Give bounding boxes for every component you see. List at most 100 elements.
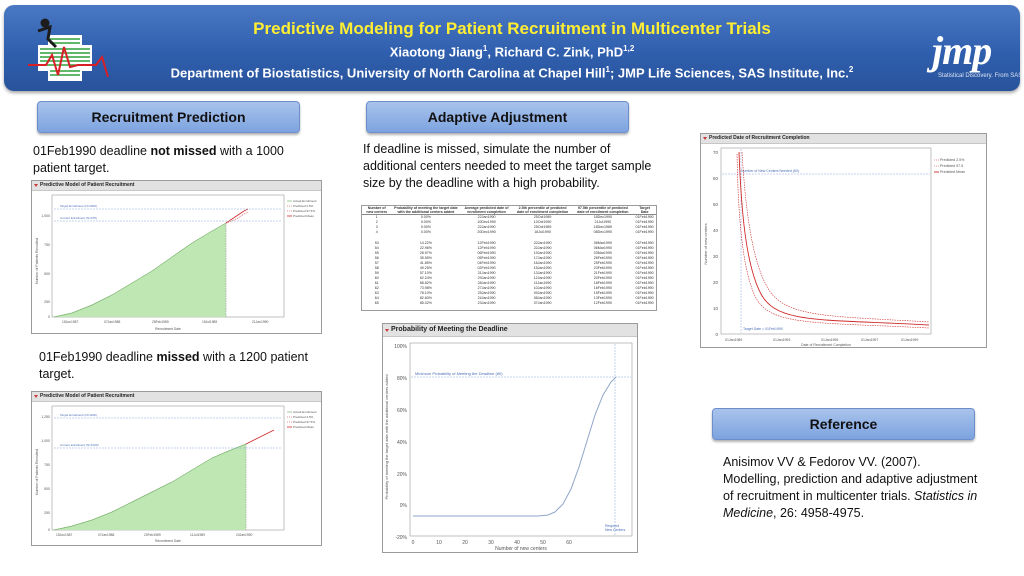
table-row: 53 14.22% 12Feb1990 22Jan1990 08Mar1990 01Feb…	[362, 241, 656, 246]
table-header-cell: 2.5th percentile of predicted date of en…	[512, 206, 573, 215]
svg-text:250: 250	[44, 511, 50, 515]
jmp-logo: jmp Statistical Discovery. From SAS.	[932, 27, 1024, 83]
table-cell: 01Feb1990	[635, 230, 654, 234]
svg-text:1,000: 1,000	[41, 439, 50, 443]
svg-text:Predicted Mean: Predicted Mean	[293, 214, 314, 218]
svg-text:01Jan1989: 01Jan1989	[725, 338, 742, 342]
table-cell: 22Jan1990	[477, 215, 496, 219]
table-cell: 41.85%	[419, 261, 433, 265]
poster-title: Predictive Modeling for Patient Recruitm…	[253, 19, 771, 38]
table-cell: 4	[375, 230, 378, 234]
section-recruitment-prediction[interactable]: Recruitment Prediction	[37, 101, 300, 133]
table-cell: 06Mar1990	[593, 246, 612, 250]
table-cell: 63	[374, 291, 379, 295]
svg-text:20Feb1989: 20Feb1989	[144, 533, 161, 537]
table-cell: 28.97%	[419, 251, 433, 255]
svg-text:Predicted 2.5%: Predicted 2.5%	[293, 204, 314, 208]
table-cell: 25Jan1990	[477, 291, 496, 295]
section-reference[interactable]: Reference	[712, 408, 975, 440]
table-cell: 35.55%	[419, 256, 433, 260]
table-row: 65 85.02% 23Jan1990 07Jan1990 12Feb1990 01Feb…	[362, 301, 656, 306]
table-row: 60 62.24% 29Jan1990 12Jan1990 20Feb1990 01Feb…	[362, 276, 656, 281]
table-cell: 22Jan1990	[533, 246, 552, 250]
table-cell: 01Feb1990	[635, 261, 654, 265]
table-cell: 01Feb1990	[635, 225, 654, 229]
table-cell: 01Feb1990	[635, 241, 654, 245]
table-row: 58 49.25% 02Feb1990 15Jan1990 23Feb1990 01Feb…	[362, 266, 656, 271]
table-header-cell: Number of new centers	[362, 206, 392, 215]
plot2-xlabel: Recruitment Date	[155, 539, 181, 543]
svg-text:50: 50	[540, 540, 546, 546]
table-cell: 01Feb1990	[635, 246, 654, 250]
table-cell: 57	[374, 261, 379, 265]
table-cell: 07Jan1990	[533, 301, 552, 305]
plot1-xtick: 21Jan1990	[252, 320, 268, 324]
table-cell: 20Dec1990	[477, 230, 496, 234]
plot1-target-label: Target Enrollment (N=1000)	[60, 204, 97, 208]
svg-text:40: 40	[713, 228, 719, 233]
table-cell: 1	[375, 215, 378, 219]
case2-text: 01Feb1990 deadline missed with a 1200 pa…	[39, 350, 308, 381]
svg-text:01Jan1999: 01Jan1999	[901, 338, 918, 342]
section-adaptive-adjustment[interactable]: Adaptive Adjustment	[366, 101, 629, 133]
svg-text:500: 500	[44, 487, 50, 491]
table-cell: 78.10%	[419, 291, 433, 295]
table-cell: 01Feb1990	[635, 281, 654, 285]
svg-text:40%: 40%	[397, 440, 408, 446]
table-cell: 17Jan1990	[533, 256, 552, 260]
svg-text:20: 20	[462, 540, 468, 546]
cross-heartbeat-logo-icon	[28, 18, 109, 81]
table-cell: 55	[374, 251, 379, 255]
table-cell: 10Oct1990	[533, 220, 552, 224]
table-cell: 14.22%	[419, 241, 433, 245]
plot2-title: Predictive Model of Patient Recruitment	[32, 392, 321, 402]
table-cell: 01Feb1990	[635, 301, 654, 305]
svg-text:20Jan1990: 20Jan1990	[236, 533, 252, 537]
svg-text:07Jan1988: 07Jan1988	[98, 533, 114, 537]
table-cell: 2	[375, 220, 378, 224]
svg-text:100%: 100%	[394, 344, 407, 350]
table-cell: 3	[375, 225, 378, 229]
plot2-target-label: Target Enrollment (N=1200)	[60, 413, 97, 417]
table-row: 57 41.85% 04Feb1990 16Jan1990 25Feb1990 01Feb…	[362, 261, 656, 266]
date-mean-curve	[738, 151, 930, 326]
table-cell: 68.82%	[419, 281, 433, 285]
table-cell: 49.25%	[419, 266, 433, 270]
table-cell: 65	[374, 301, 379, 305]
table-cell: 16Jan1990	[533, 261, 552, 265]
table-cell: 54	[374, 246, 379, 250]
table-cell: 01Feb1990	[635, 291, 654, 295]
table-cell: 01Feb1990	[635, 286, 654, 290]
plot1-enrollment-area	[54, 223, 226, 317]
plot1-xtick: 07Jan1988	[104, 320, 120, 324]
plot2-current-label: Current Enrollment (N=1000)	[60, 443, 99, 447]
table-cell: 25Feb1990	[593, 261, 612, 265]
table-cell: 61	[374, 281, 379, 285]
table-cell: 01Feb1990	[635, 271, 654, 275]
svg-text:0%: 0%	[400, 503, 408, 509]
table-row: 3 0.00% 22Jan1990 25Oct1989 18Dec1989 01Feb19…	[362, 225, 656, 230]
table-cell: 29Jan1990	[477, 276, 496, 280]
table-cell: 25Oct1989	[533, 225, 552, 229]
table-cell: 23Jan1990	[477, 301, 496, 305]
date-legend: Predicted 2.5% Predicted 97.5 Predicted …	[934, 158, 965, 174]
svg-text:15Jun1987: 15Jun1987	[56, 533, 72, 537]
table-cell: 20Feb1990	[593, 276, 612, 280]
table-cell: 62.24%	[419, 276, 433, 280]
table-cell: 13Feb1990	[593, 296, 612, 300]
plot1-xtick: 15Jun1987	[62, 320, 78, 324]
table-header-cell: Average predicted date of enrollment com…	[460, 206, 513, 215]
table-cell: 01Feb1990	[635, 215, 654, 219]
table-cell: 18Dec1990	[593, 215, 613, 219]
table-header-cell: Target Date	[633, 206, 656, 215]
table-cell: 57.10%	[419, 271, 433, 275]
table-row: 54 22.96% 12Feb1990 22Jan1990 06Mar1990 01Feb…	[362, 246, 656, 251]
plot1-legend: Actual Enrollment Predicted 2.5% Predict…	[287, 199, 317, 218]
plot2-enrollment-area	[54, 444, 246, 530]
svg-text:Predicted Mean: Predicted Mean	[293, 425, 314, 429]
table-cell: 12Feb1990	[593, 301, 612, 305]
table-cell: 82.60%	[419, 296, 433, 300]
date-lower-curve	[736, 153, 930, 329]
unc-logo	[26, 17, 110, 87]
table-cell: 18Jul1990	[534, 230, 551, 234]
